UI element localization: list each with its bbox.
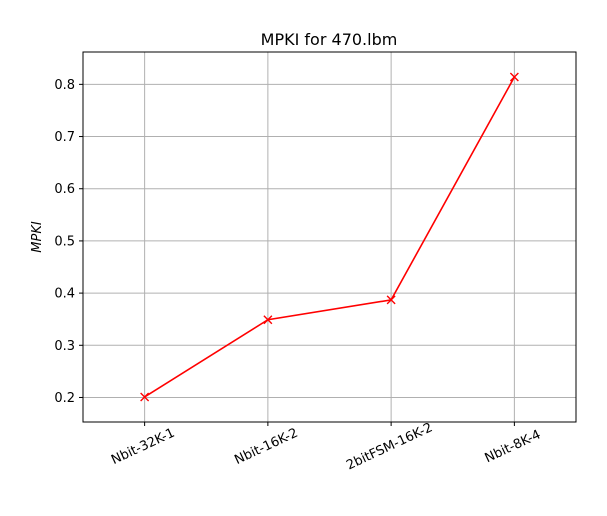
y-tick-label: 0.2 [54,391,75,406]
y-tick-label: 0.4 [54,287,75,302]
data-point [140,392,150,402]
y-axis-label: MPKI [30,221,45,253]
series-layer [140,72,519,402]
data-point [509,72,519,82]
y-axis-ticks: 0.2 0.3 0.4 0.5 0.6 0.7 0.8 [54,78,83,406]
y-tick-label: 0.7 [54,130,75,145]
data-point [263,315,273,325]
y-tick-label: 0.6 [54,182,75,197]
series-line [144,76,516,398]
chart-title: MPKI for 470.lbm [261,30,398,49]
y-tick-label: 0.5 [54,234,75,249]
plot-frame [82,51,577,423]
grid [83,52,576,422]
data-point [386,295,396,305]
plot-area [83,52,576,422]
y-tick-label: 0.3 [54,339,75,354]
y-tick-label: 0.8 [54,78,75,93]
